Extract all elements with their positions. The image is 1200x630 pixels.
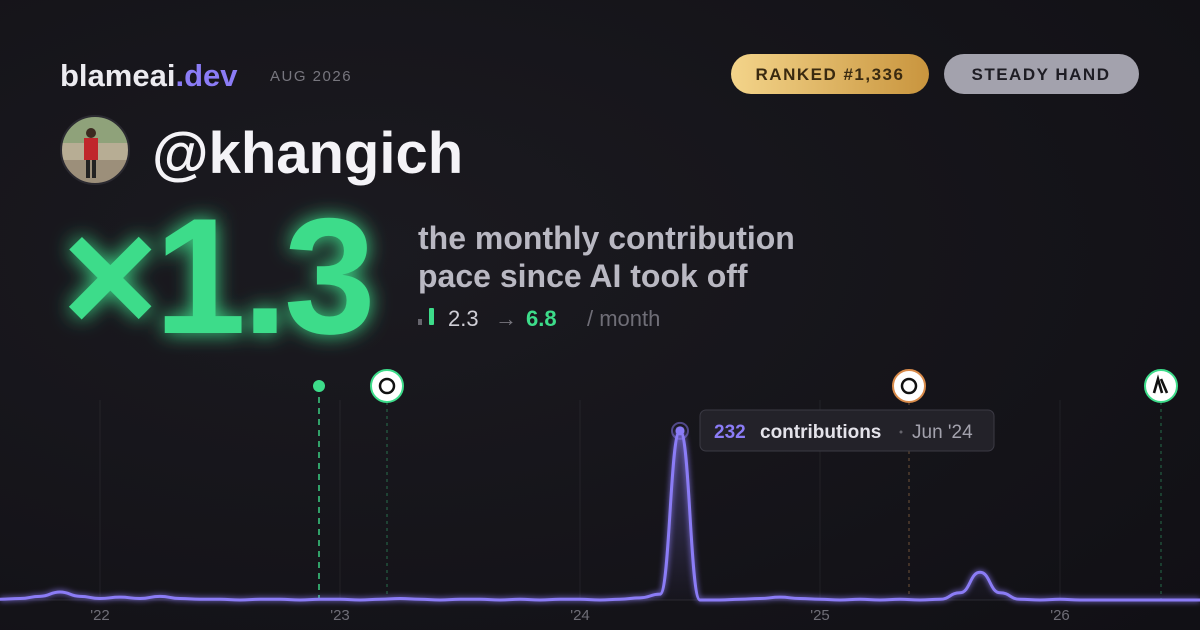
after-icon: [429, 308, 434, 325]
tooltip-separator: [899, 430, 903, 434]
tooltip-label: contributions: [760, 422, 881, 443]
before-value: 2.3: [448, 306, 479, 331]
arrow: →: [495, 306, 517, 331]
handle: @khangich: [152, 121, 463, 186]
avatar: [61, 116, 129, 184]
title-badge: [944, 54, 1139, 94]
line: [0, 429, 1200, 602]
openai-icon: [370, 369, 404, 403]
point-ring: [671, 421, 689, 440]
x-tick-label: '26: [1050, 607, 1070, 624]
openai-icon: [892, 369, 926, 403]
date: AUG 2026: [270, 68, 352, 85]
x-tick-label: '22: [90, 607, 110, 624]
x-tick-label: '23: [330, 607, 350, 624]
tooltip-date: Jun '24: [912, 422, 973, 443]
openai-glyph: [378, 377, 396, 395]
multiplier: ×1.3: [62, 184, 372, 368]
description-line: the monthly contribution: [418, 220, 795, 256]
avatar-ring: [60, 115, 130, 185]
title-text: STEADY HAND: [972, 65, 1111, 84]
x-tick-label: '24: [570, 607, 590, 624]
plot: '22 '23 '24 '25 '26 232 contributions Jun '24: [0, 400, 1200, 624]
brand-suffix: .dev: [175, 58, 238, 93]
brand-name: blameai: [60, 58, 175, 93]
x-tick-label: '25: [810, 607, 830, 624]
description-line: pace since AI took off: [418, 258, 748, 294]
tooltip: [699, 409, 995, 452]
before-icon: [418, 319, 422, 325]
point: [675, 426, 685, 436]
unit: / month: [587, 306, 660, 331]
after-value: 6.8: [526, 306, 557, 331]
event-dot: [313, 380, 325, 392]
tooltip-value: 232: [714, 422, 746, 443]
brand: blameai.dev: [60, 58, 238, 93]
anthropic-glyph: [1152, 374, 1169, 394]
openai-glyph: [900, 377, 918, 395]
rank-text: RANKED #1,336: [756, 65, 905, 84]
rank-badge: [731, 54, 929, 94]
